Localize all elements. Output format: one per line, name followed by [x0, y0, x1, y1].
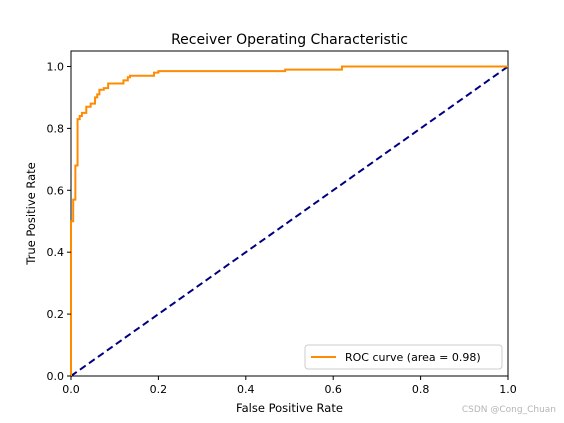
y-axis-label: True Positive Rate	[24, 162, 38, 265]
legend-label-roc: ROC curve (area = 0.98)	[345, 351, 481, 364]
legend-box	[304, 344, 503, 370]
y-tick-label: 0.2	[47, 308, 65, 321]
y-tick-label: 1.0	[47, 60, 65, 73]
x-axis-label: False Positive Rate	[236, 401, 343, 415]
x-tick-label: 0.0	[62, 383, 80, 396]
watermark: CSDN @Cong_Chuan	[461, 405, 556, 415]
x-tick-label: 0.2	[150, 383, 168, 396]
x-axis-ticks: 0.0 0.2 0.4 0.6 0.8 1.0	[62, 376, 517, 396]
legend: ROC curve (area = 0.98)	[304, 344, 503, 370]
y-tick-label: 0.6	[47, 184, 65, 197]
y-tick-label: 0.4	[47, 246, 65, 259]
plot-frame	[70, 50, 509, 377]
y-tick-label: 0.0	[47, 370, 65, 383]
x-tick-label: 0.8	[412, 383, 430, 396]
baseline-diagonal	[70, 65, 509, 377]
series-layer	[70, 65, 509, 377]
roc-curve-line	[70, 65, 508, 376]
x-tick-label: 0.4	[237, 383, 255, 396]
plot-area	[70, 50, 509, 377]
x-tick-label: 0.6	[324, 383, 342, 396]
y-axis-ticks: 0.0 0.2 0.4 0.6 0.8 1.0	[47, 60, 71, 383]
x-tick-label: 1.0	[499, 383, 517, 396]
chart-title: Receiver Operating Characteristic	[171, 32, 408, 48]
y-tick-label: 0.8	[47, 122, 65, 135]
